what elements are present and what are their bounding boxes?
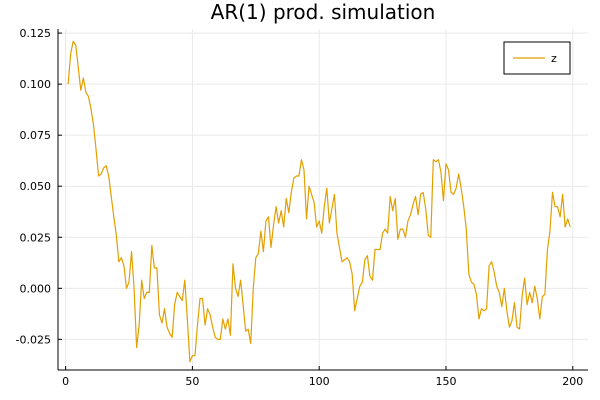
axes: [57, 29, 588, 371]
series-line-z: [67, 40, 571, 363]
x-tick-label: 50: [185, 375, 199, 388]
y-tick-label: -0.025: [16, 333, 51, 346]
legend: z: [503, 41, 571, 75]
y-tick-label: 0.000: [20, 282, 52, 295]
y-tick-label: 0.075: [20, 129, 52, 142]
x-tick-label: 100: [309, 375, 330, 388]
chart-title: AR(1) prod. simulation: [211, 0, 436, 24]
y-tick-label: 0.125: [20, 27, 52, 40]
legend-label-z: z: [551, 52, 557, 65]
x-tick-label: 150: [435, 375, 456, 388]
grid-lines: [58, 29, 588, 370]
y-tick-label: 0.025: [20, 231, 52, 244]
series-layer: [67, 40, 571, 363]
x-tick-label: 200: [562, 375, 583, 388]
y-tick-label: 0.100: [20, 78, 52, 91]
x-tick-label: 0: [62, 375, 69, 388]
y-tick-label: 0.050: [20, 180, 52, 193]
tick-labels: 0 50 100 150 200 -0.025 0.000 0.025 0.050 0.075 0.…: [16, 27, 584, 388]
